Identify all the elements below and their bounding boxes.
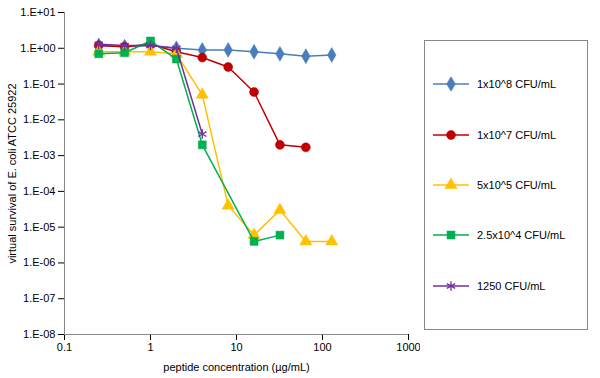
svg-text:1.E+00: 1.E+00	[20, 42, 55, 54]
svg-text:1.E-07: 1.E-07	[23, 292, 55, 304]
html-text:1x10^8 CFU/mL: 1x10^8 CFU/mL	[477, 78, 557, 91]
svg-text:virtual survival of E. coli AT: virtual survival of E. coli ATCC 25922	[6, 83, 18, 263]
html-text:2.5x10^4 CFU/mL: 2.5x10^4 CFU/mL	[477, 229, 566, 242]
svg-text:1.E-05: 1.E-05	[23, 221, 55, 233]
svg-text:peptide concentration (µg/mL): peptide concentration (µg/mL)	[163, 361, 309, 373]
svg-text:1.E-04: 1.E-04	[23, 185, 55, 197]
svg-text:1000: 1000	[396, 341, 420, 353]
svg-text:10: 10	[230, 341, 242, 353]
svg-text:1.E-02: 1.E-02	[23, 113, 55, 125]
svg-text:0.1: 0.1	[57, 341, 72, 353]
svg-text:1: 1	[147, 341, 153, 353]
svg-text:1.E-01: 1.E-01	[23, 78, 55, 90]
svg-text:1.E-03: 1.E-03	[23, 149, 55, 161]
svg-text:1.E-08: 1.E-08	[23, 328, 55, 340]
html-text:5x10^5 CFU/mL: 5x10^5 CFU/mL	[477, 179, 557, 191]
svg-text:1.E-06: 1.E-06	[23, 256, 55, 268]
svg-text:100: 100	[313, 341, 331, 353]
svg-text:1.E+01: 1.E+01	[20, 6, 55, 18]
html-text:1250 CFU/mL: 1250 CFU/mL	[477, 279, 546, 292]
html-text:1x10^7 CFU/mL: 1x10^7 CFU/mL	[477, 128, 557, 141]
